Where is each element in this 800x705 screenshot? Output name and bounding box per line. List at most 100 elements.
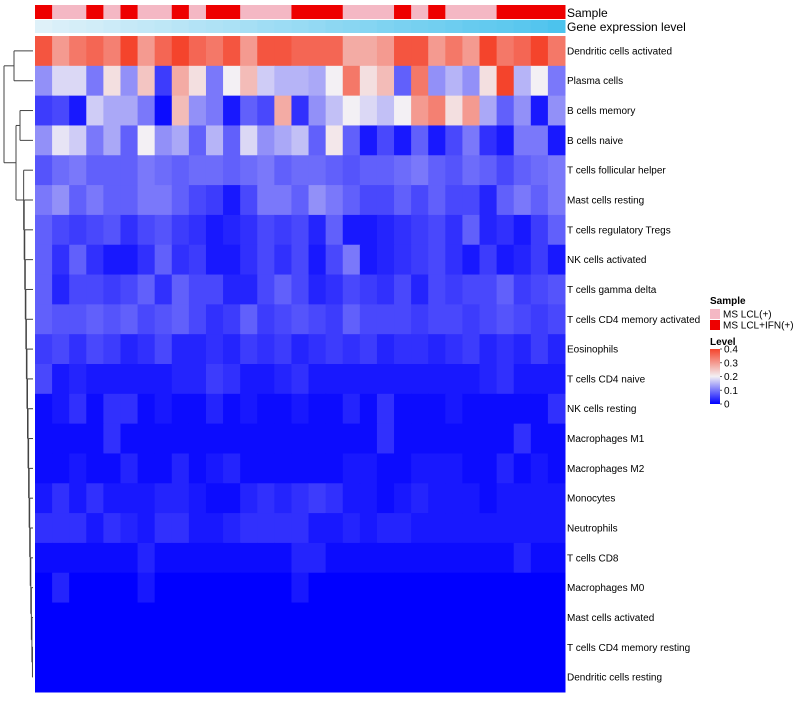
sample-annotation-cell xyxy=(462,5,481,19)
heatmap-cell xyxy=(308,95,327,126)
heatmap-cell xyxy=(445,393,463,425)
heatmap-cell xyxy=(240,483,258,514)
heatmap-cell xyxy=(154,214,173,246)
heatmap-cell xyxy=(530,602,549,633)
heatmap-cell xyxy=(257,95,275,126)
heatmap-cell xyxy=(325,423,344,454)
heatmap-cell xyxy=(291,95,310,126)
heatmap-cell xyxy=(308,214,327,246)
heatmap-cell xyxy=(188,185,207,216)
expression-annotation-cell xyxy=(513,20,532,33)
sample-annotation-cell xyxy=(69,5,87,19)
expression-annotation-cell xyxy=(86,20,104,33)
heatmap-cell xyxy=(240,453,258,484)
heatmap-cell xyxy=(462,602,481,633)
heatmap-cell xyxy=(359,483,378,514)
heatmap-cell xyxy=(188,334,207,365)
heatmap-cell xyxy=(462,364,481,395)
heatmap-cell xyxy=(308,513,327,544)
legend-sample-entries: MS LCL(+)MS LCL+IFN(+) xyxy=(710,309,794,332)
legend-swatch-lcl xyxy=(710,309,720,319)
heatmap-cell xyxy=(223,453,241,484)
heatmap-cell xyxy=(530,65,549,97)
heatmap-cell xyxy=(52,513,70,544)
row-label: Monocytes xyxy=(567,494,615,505)
heatmap-cell xyxy=(513,572,532,604)
heatmap-cell xyxy=(205,36,224,67)
heatmap-cell xyxy=(52,95,70,126)
heatmap-cell xyxy=(52,214,70,246)
heatmap-cell xyxy=(35,572,53,604)
heatmap-cell xyxy=(291,65,310,97)
sample-annotation-cell xyxy=(35,5,53,19)
heatmap-cell xyxy=(411,483,429,514)
heatmap-cell xyxy=(359,244,378,276)
heatmap-cell xyxy=(205,513,224,544)
heatmap-cell xyxy=(188,36,207,67)
sample-annotation-cell xyxy=(445,5,463,19)
heatmap-cell xyxy=(445,304,463,335)
heatmap-cell xyxy=(171,572,190,604)
heatmap-cell xyxy=(342,274,361,305)
heatmap-cell xyxy=(359,185,378,216)
heatmap-cell xyxy=(496,244,515,276)
heatmap-cell xyxy=(274,423,292,454)
heatmap-cell xyxy=(359,632,378,663)
heatmap-cell xyxy=(376,662,395,693)
heatmap-cell xyxy=(35,364,53,395)
heatmap-cell xyxy=(103,155,121,186)
heatmap-cell xyxy=(342,632,361,663)
heatmap-cell xyxy=(86,453,104,484)
heatmap-cell xyxy=(547,393,566,425)
heatmap-cell xyxy=(291,602,310,633)
heatmap-cell xyxy=(205,632,224,663)
heatmap-cell xyxy=(52,155,70,186)
heatmap-cell xyxy=(411,423,429,454)
heatmap-cell xyxy=(325,65,344,97)
heatmap-cell xyxy=(171,125,190,156)
row-label: T cells regulatory Tregs xyxy=(567,225,671,236)
heatmap-cell xyxy=(274,244,292,276)
heatmap-cell xyxy=(35,274,53,305)
heatmap-cell xyxy=(530,542,549,574)
heatmap-cell xyxy=(103,65,121,97)
sample-annotation-cell xyxy=(86,5,104,19)
heatmap-cell xyxy=(394,423,412,454)
heatmap-cell xyxy=(86,36,104,67)
heatmap-cell xyxy=(137,572,156,604)
heatmap-cell xyxy=(479,483,498,514)
legend-level-colorbar xyxy=(710,349,720,404)
heatmap-cell xyxy=(325,95,344,126)
heatmap-cell xyxy=(445,65,463,97)
heatmap-cell xyxy=(52,632,70,663)
heatmap-cell xyxy=(86,65,104,97)
heatmap-cell xyxy=(376,304,395,335)
heatmap-cell xyxy=(137,542,156,574)
heatmap-cell xyxy=(428,602,446,633)
heatmap-cell xyxy=(205,125,224,156)
heatmap-cell xyxy=(154,453,173,484)
heatmap-cell xyxy=(171,36,190,67)
heatmap-cell xyxy=(154,274,173,305)
heatmap-cell xyxy=(103,662,121,693)
heatmap-cell xyxy=(52,244,70,276)
heatmap-cell xyxy=(530,364,549,395)
legend-tick-label: 0.3 xyxy=(724,358,738,369)
sample-annotation-cell xyxy=(376,5,395,19)
heatmap-cell xyxy=(240,274,258,305)
expression-annotation-cell xyxy=(359,20,378,33)
heatmap-cell xyxy=(547,65,566,97)
heatmap-cell xyxy=(240,632,258,663)
heatmap-cell xyxy=(52,125,70,156)
heatmap-cell xyxy=(496,65,515,97)
heatmap-cell xyxy=(376,155,395,186)
heatmap-cell xyxy=(462,65,481,97)
heatmap-cell xyxy=(308,483,327,514)
heatmap-cell xyxy=(171,393,190,425)
heatmap-cell xyxy=(530,185,549,216)
heatmap-cell xyxy=(342,572,361,604)
heatmap-cell xyxy=(35,36,53,67)
heatmap-cell xyxy=(257,304,275,335)
row-label: Dendritic cells activated xyxy=(567,46,672,57)
heatmap-cell xyxy=(137,632,156,663)
